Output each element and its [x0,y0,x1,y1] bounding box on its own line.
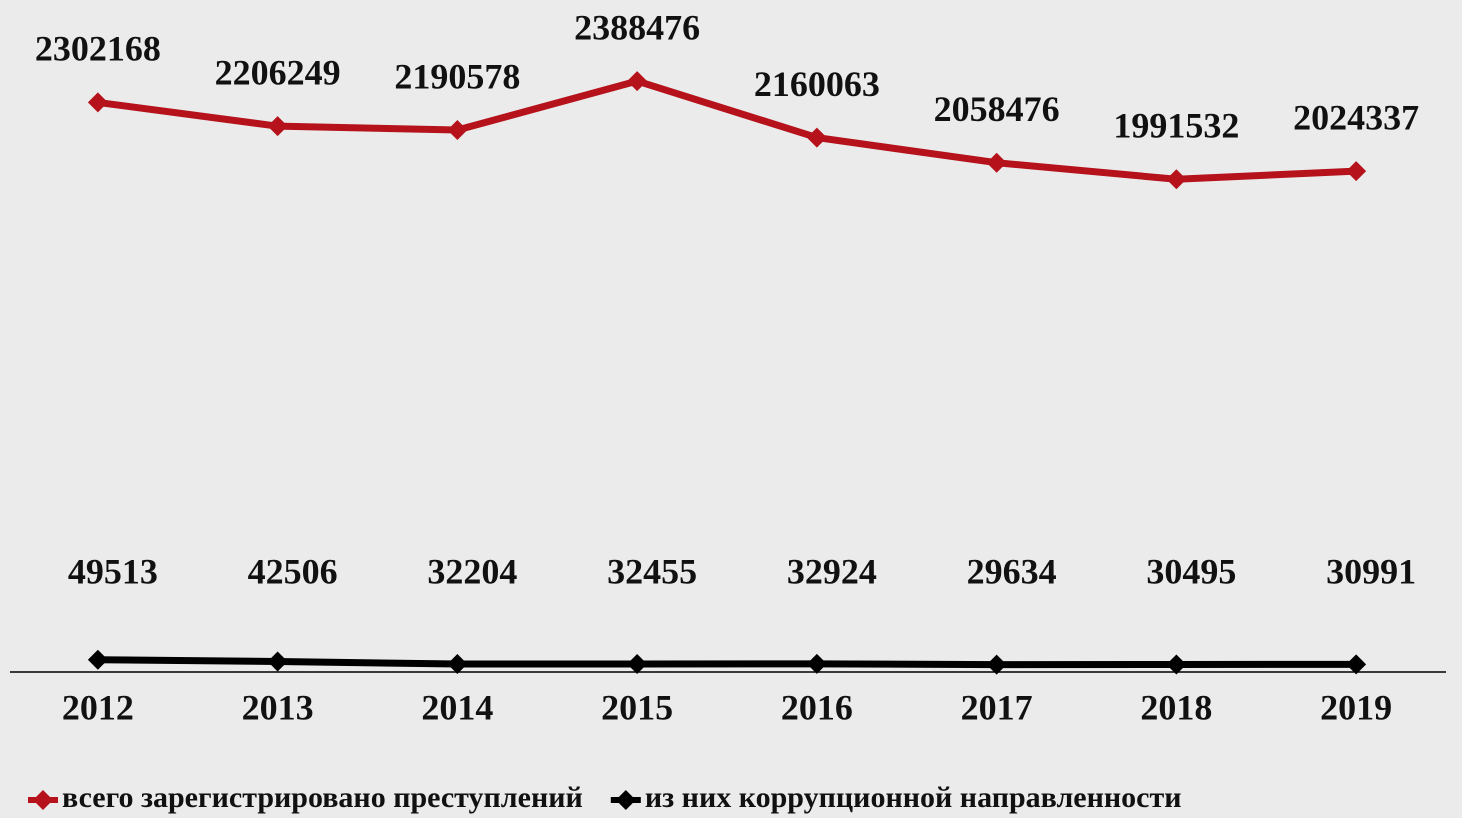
data-label: 2160063 [754,64,880,104]
data-label: 2388476 [574,7,700,47]
marker [1166,654,1187,675]
marker [986,152,1007,173]
data-label: 2058476 [934,89,1060,129]
marker [627,71,648,92]
data-label: 2302168 [35,29,161,69]
data-label: 30991 [1326,551,1416,591]
x-tick-label: 2017 [961,687,1033,727]
marker [87,649,108,670]
marker [1346,654,1367,675]
marker [87,92,108,113]
data-label: 2206249 [215,52,341,92]
x-tick-label: 2013 [242,687,314,727]
x-tick-label: 2018 [1140,687,1212,727]
marker [267,651,288,672]
data-label: 29634 [967,551,1057,591]
legend-label: всего зарегистрировано преступлений [62,781,583,814]
series-line [97,656,1357,669]
marker [806,653,827,674]
legend-label: из них коррупционной направленности [645,781,1182,814]
data-label: 42506 [248,551,338,591]
marker [267,116,288,137]
data-label: 1991532 [1113,106,1239,146]
legend-marker [615,790,636,810]
marker [1166,169,1187,190]
marker [447,120,468,141]
data-label: 32204 [427,551,517,591]
legend-marker [33,790,53,810]
data-label: 32455 [607,551,697,591]
x-tick-label: 2019 [1320,687,1392,727]
marker [627,653,648,674]
marker [1346,161,1367,182]
data-label: 32924 [787,551,877,591]
data-label: 2190578 [394,56,520,96]
marker [986,654,1007,675]
x-tick-label: 2016 [781,687,853,727]
data-label: 49513 [68,551,158,591]
marker [447,654,468,675]
marker [806,127,827,148]
data-label: 2024337 [1293,97,1419,137]
x-tick-label: 2014 [421,687,493,727]
series-line [97,77,1357,183]
data-label: 30495 [1146,551,1236,591]
x-tick-label: 2015 [601,687,673,727]
x-tick-label: 2012 [62,687,134,727]
